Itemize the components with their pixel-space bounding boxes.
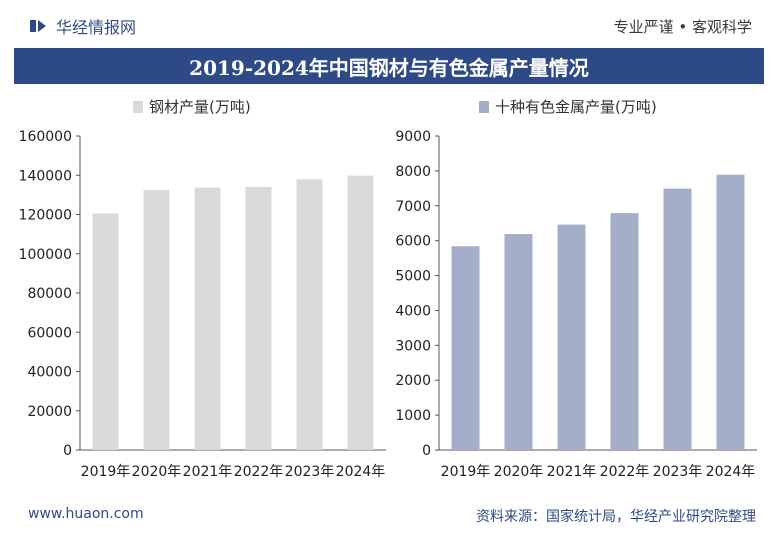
bar <box>296 179 323 451</box>
y-tick-label: 3000 <box>395 338 431 354</box>
nonferrous-metal-production-chart: 十种有色金属产量(万吨) 0 1000 2000 3000 4000 5000 6000 700… <box>395 98 757 480</box>
x-tick-label: 2020年 <box>132 464 182 480</box>
x-tick-label: 2023年 <box>285 464 335 480</box>
x-tick-label: 2019年 <box>81 464 131 480</box>
y-tick-label: 20000 <box>27 404 72 420</box>
bar <box>245 187 272 450</box>
y-tick-label: 9000 <box>395 129 431 145</box>
brand-logo-icon <box>30 20 46 32</box>
y-tick-label: 60000 <box>27 325 72 341</box>
x-tick-label: 2024年 <box>706 464 756 480</box>
top-bar: 华经情报网 专业严谨 • 客观科学 <box>0 0 778 44</box>
chart-title: 2019-2024年中国钢材与有色金属产量情况 <box>189 55 589 80</box>
y-tick-label: 6000 <box>395 234 431 250</box>
legend-label: 十种有色金属产量(万吨) <box>495 98 657 116</box>
x-tick-label: 2022年 <box>600 464 650 480</box>
x-tick-label: 2022年 <box>234 464 284 480</box>
footer-source: 资料来源：国家统计局，华经产业研究院整理 <box>476 509 756 525</box>
bar <box>347 175 374 450</box>
x-tick-label: 2021年 <box>183 464 233 480</box>
legend-swatch <box>133 101 143 113</box>
y-tick-label: 5000 <box>395 269 431 285</box>
x-tick-label: 2023年 <box>653 464 703 480</box>
bar <box>451 246 480 450</box>
bar <box>557 224 586 450</box>
footer-website: www.huaon.com <box>28 506 144 522</box>
y-tick-label: 0 <box>422 443 431 459</box>
y-tick-label: 8000 <box>395 164 431 180</box>
x-tick-label: 2021年 <box>547 464 597 480</box>
steel-production-chart: 钢材产量(万吨) 0 20000 40000 60000 80000 100000 12000… <box>19 98 386 480</box>
x-tick-label: 2024年 <box>336 464 386 480</box>
chart-title-bar: 2019-2024年中国钢材与有色金属产量情况 <box>14 48 764 84</box>
y-tick-label: 2000 <box>395 373 431 389</box>
brand-logo: 华经情报网 <box>30 14 136 38</box>
y-tick-label: 1000 <box>395 408 431 424</box>
y-tick-label: 0 <box>63 443 72 459</box>
y-tick-label: 4000 <box>395 303 431 319</box>
bar <box>716 174 745 450</box>
bar <box>663 188 692 450</box>
bar <box>610 213 639 450</box>
bar <box>143 189 170 450</box>
y-tick-label: 100000 <box>19 247 72 263</box>
x-tick-label: 2020年 <box>494 464 544 480</box>
bar <box>92 213 119 450</box>
x-tick-label: 2019年 <box>441 464 491 480</box>
y-tick-label: 120000 <box>19 208 72 224</box>
bar <box>194 187 221 450</box>
legend-label: 钢材产量(万吨) <box>149 98 251 116</box>
slogan: 专业严谨 • 客观科学 <box>613 18 752 36</box>
legend-swatch <box>479 101 489 113</box>
y-tick-label: 7000 <box>395 199 431 215</box>
bar <box>504 234 533 450</box>
brand-name: 华经情报网 <box>56 18 137 37</box>
y-tick-label: 40000 <box>27 365 72 381</box>
y-tick-label: 140000 <box>19 168 72 184</box>
y-tick-label: 80000 <box>27 286 72 302</box>
y-tick-label: 160000 <box>19 129 72 145</box>
